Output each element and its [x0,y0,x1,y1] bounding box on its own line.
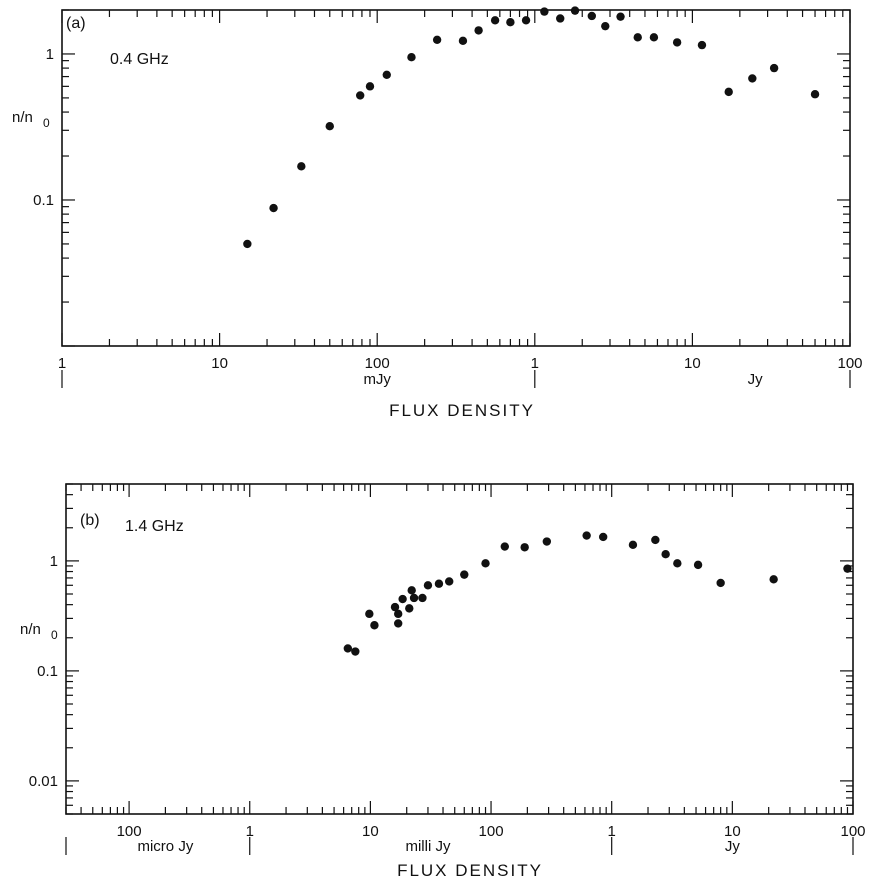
chart-panel-a: 1 10 100 1 10 100 1 0.1 mJy Jy FLUX DENSITY n/n 0 (a)… [12,6,863,420]
data-point [598,532,608,542]
data-point [423,581,433,590]
data-point [651,535,660,545]
data-point [370,621,379,630]
data-point [297,162,306,171]
unit-label: mJy [363,371,391,388]
data-point [365,609,374,619]
frequency-label: 0.4 GHz [110,51,169,68]
x-axis-title: FLUX DENSITY [389,401,535,420]
x-tick-label: 1 [608,823,616,840]
y-tick-label: 1 [46,46,54,63]
data-point [843,564,852,573]
x-tick-label: 100 [365,355,390,372]
data-point [418,593,427,603]
plot-frame [61,9,851,347]
data-point [355,91,365,100]
data-point [587,11,597,21]
data-point [390,602,400,612]
panel-label: (a) [66,15,86,32]
unit-label: micro Jy [137,838,193,855]
y-tick-label: 0.1 [33,192,54,209]
x-tick-label: 10 [724,823,741,840]
data-point [769,575,778,584]
data-point [748,74,757,83]
data-point [693,560,703,570]
data-point [633,33,642,42]
data-point [382,70,391,79]
data-point [398,594,407,604]
data-point [540,7,549,16]
data-point [405,604,414,613]
chart-panel-b: 100 1 10 100 1 10 100 1 0.1 0.01 micro Jy milli Jy J… [20,483,866,880]
x-tick-label: 1 [246,823,254,840]
data-point [628,540,638,550]
data-point [458,36,468,46]
data-point [407,586,416,595]
data-point [393,609,403,619]
frequency-label: 1.4 GHz [125,518,184,535]
data-point [500,542,509,551]
data-point [582,531,591,540]
data-point [520,543,529,552]
x-tick-label: 100 [840,823,865,840]
data-point [460,570,469,579]
data-point [243,239,252,249]
data-point [445,577,454,586]
data-point [672,38,682,47]
x-tick-label: 10 [684,355,701,372]
unit-label: Jy [725,838,741,855]
x-tick-label: 10 [211,355,228,372]
data-point [474,26,483,35]
data-point [570,6,580,15]
x-tick-label: 100 [479,823,504,840]
data-point [601,21,610,31]
data-point [616,12,625,21]
x-tick-label: 100 [837,355,862,372]
data-point [810,90,820,99]
y-tick-label: 1 [50,553,58,570]
data-point [409,593,419,603]
data-point [697,40,707,50]
data-point [716,578,725,588]
y-axis-label: n/n [20,621,41,638]
y-axis-label-subscript: 0 [51,628,58,642]
unit-label: milli Jy [405,838,450,855]
x-tick-label: 1 [58,355,66,372]
data-point [393,619,403,628]
data-point [407,53,416,62]
data-point [343,644,353,653]
x-tick-label: 100 [117,823,142,840]
data-point [325,122,334,131]
data-point [556,14,565,23]
data-point [434,579,444,588]
y-axis-label-subscript: 0 [43,116,50,130]
x-tick-label: 1 [531,355,539,372]
unit-label: Jy [748,371,764,388]
data-point [351,647,360,656]
data-point [673,559,682,568]
plot-frame [65,483,854,815]
data-point [365,82,375,91]
y-tick-label: 0.1 [37,663,58,680]
data-point [490,16,500,25]
data-point [724,87,733,97]
data-point [432,35,442,45]
data-point [661,550,670,559]
data-point [506,17,515,27]
data-point [269,203,278,213]
data-point [649,33,659,42]
x-tick-label: 10 [362,823,379,840]
data-point [521,16,531,25]
x-axis-title: FLUX DENSITY [397,861,543,880]
data-point [769,63,779,73]
data-point [481,559,490,568]
y-axis-label: n/n [12,109,33,126]
panel-label: (b) [80,512,100,529]
data-point [542,537,552,546]
y-tick-label: 0.01 [29,773,58,790]
